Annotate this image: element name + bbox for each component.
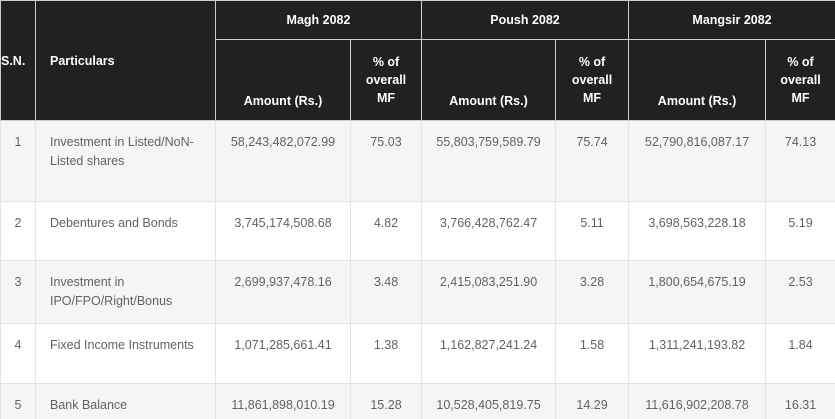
column-header-magh-pct: % of overall MF xyxy=(349,39,423,122)
pct-header-line-1: % of xyxy=(372,54,400,69)
column-group-header-poush-2082: Poush 2082 xyxy=(421,0,630,41)
cell-poush-pct: 14.29 xyxy=(555,382,630,419)
cell-magh-amount: 3,745,174,508.68 xyxy=(215,201,351,262)
cell-mangsir-pct: 74.13 xyxy=(765,120,835,203)
cell-mangsir-amount: 1,800,654,675.19 xyxy=(628,260,767,324)
cell-poush-amount: 2,415,083,251.90 xyxy=(421,260,557,324)
table-row: 5 Bank Balance 11,861,898,010.19 15.28 1… xyxy=(0,382,835,419)
column-header-poush-pct: % of overall MF xyxy=(555,39,630,122)
cell-particulars: Fixed Income Instruments xyxy=(35,322,216,384)
cell-magh-pct: 1.38 xyxy=(349,322,423,384)
cell-mangsir-pct: 16.31 xyxy=(765,382,835,419)
cell-mangsir-amount: 11,616,902,208.78 xyxy=(628,382,767,419)
cell-magh-pct: 4.82 xyxy=(349,201,423,262)
cell-sn: 3 xyxy=(0,260,36,324)
pct-header-line-1: % of xyxy=(787,54,814,69)
cell-sn: 5 xyxy=(0,382,36,419)
cell-poush-amount: 3,766,428,762.47 xyxy=(421,201,557,262)
pct-header-line-2: overall xyxy=(780,73,821,88)
cell-magh-amount: 11,861,898,010.19 xyxy=(215,382,351,419)
cell-magh-amount: 58,243,482,072.99 xyxy=(215,120,351,203)
column-header-mangsir-pct: % of overall MF xyxy=(765,39,835,122)
cell-magh-amount: 2,699,937,478.16 xyxy=(215,260,351,324)
cell-poush-amount: 1,162,827,241.24 xyxy=(421,322,557,384)
cell-poush-pct: 1.58 xyxy=(555,322,630,384)
cell-magh-pct: 15.28 xyxy=(349,382,423,419)
column-header-mangsir-amount: Amount (Rs.) xyxy=(628,39,767,122)
cell-poush-amount: 10,528,405,819.75 xyxy=(421,382,557,419)
table-row: 4 Fixed Income Instruments 1,071,285,661… xyxy=(0,322,835,384)
cell-sn: 4 xyxy=(0,322,36,384)
header-row-periods: S.N. Particulars Magh 2082 Poush 2082 Ma… xyxy=(0,0,835,122)
cell-magh-amount: 1,071,285,661.41 xyxy=(215,322,351,384)
table-row: 1 Investment in Listed/NoN-Listed shares… xyxy=(0,120,835,203)
cell-poush-pct: 75.74 xyxy=(555,120,630,203)
cell-particulars: Bank Balance xyxy=(35,382,216,419)
pct-header-line-3: MF xyxy=(582,91,602,106)
pct-header-line-2: overall xyxy=(571,73,613,88)
cell-poush-pct: 5.11 xyxy=(555,201,630,262)
column-header-sn: S.N. xyxy=(0,0,36,122)
cell-magh-pct: 75.03 xyxy=(349,120,423,203)
cell-poush-amount: 55,803,759,589.79 xyxy=(421,120,557,203)
pct-header-line-3: MF xyxy=(376,91,396,106)
table-row: 2 Debentures and Bonds 3,745,174,508.68 … xyxy=(0,201,835,262)
cell-particulars: Debentures and Bonds xyxy=(35,201,216,262)
header-row-measures: Amount (Rs.) % of overall MF Amount (Rs.… xyxy=(1,39,835,122)
column-group-header-magh-2082: Magh 2082 xyxy=(214,0,423,41)
cell-magh-pct: 3.48 xyxy=(349,260,423,324)
table-header: S.N. Particulars Magh 2082 Poush 2082 Ma… xyxy=(0,0,835,122)
column-header-poush-amount: Amount (Rs.) xyxy=(421,39,557,122)
cell-sn: 2 xyxy=(0,201,36,262)
cell-mangsir-pct: 1.84 xyxy=(765,322,835,384)
table-row: 3 Investment in IPO/FPO/Right/Bonus 2,69… xyxy=(0,260,835,324)
column-header-magh-amount: Amount (Rs.) xyxy=(215,39,351,122)
cell-mangsir-pct: 5.19 xyxy=(765,201,835,262)
cell-sn: 1 xyxy=(0,120,36,203)
table-body: 1 Investment in Listed/NoN-Listed shares… xyxy=(0,120,835,419)
cell-particulars: Investment in IPO/FPO/Right/Bonus xyxy=(35,260,216,324)
column-header-particulars: Particulars xyxy=(35,0,216,122)
column-group-header-mangsir-2082: Mangsir 2082 xyxy=(628,0,835,41)
pct-header-line-3: MF xyxy=(791,91,810,106)
cell-mangsir-amount: 1,311,241,193.82 xyxy=(628,322,767,384)
pct-header-line-2: overall xyxy=(365,73,407,88)
cell-mangsir-amount: 52,790,816,087.17 xyxy=(628,120,767,203)
cell-poush-pct: 3.28 xyxy=(555,260,630,324)
pct-header-line-1: % of xyxy=(578,54,606,69)
cell-mangsir-amount: 3,698,563,228.18 xyxy=(628,201,767,262)
cell-particulars: Investment in Listed/NoN-Listed shares xyxy=(35,120,216,203)
cell-mangsir-pct: 2.53 xyxy=(765,260,835,324)
